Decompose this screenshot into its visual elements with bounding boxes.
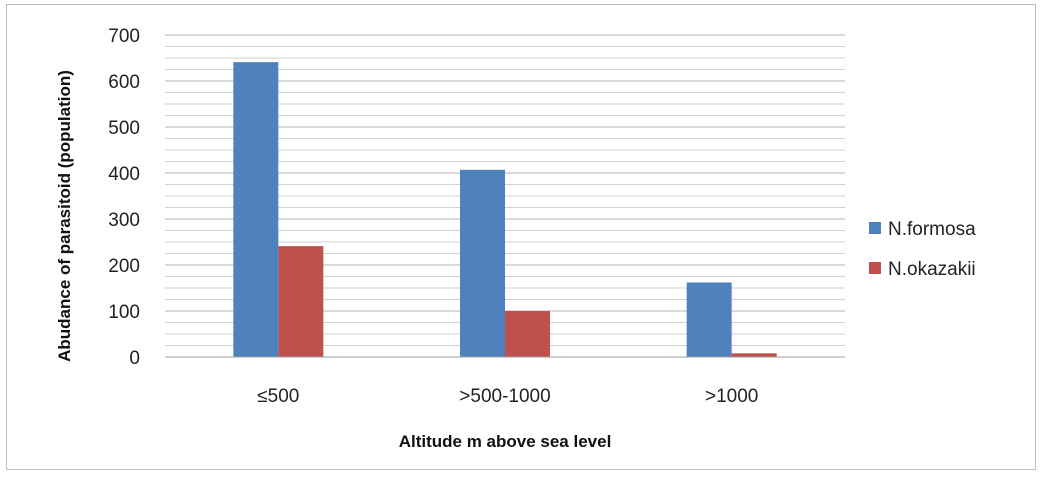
bar-n-okazakii-2 — [731, 353, 777, 357]
bar-n-formosa-1 — [460, 169, 505, 357]
chart-frame — [6, 4, 1036, 470]
legend-swatch — [869, 222, 881, 234]
legend-label: N.okazakii — [888, 259, 976, 280]
y-tick-labels: 0 100 200 300 400 500 600 700 — [108, 26, 140, 369]
legend-swatch — [869, 262, 881, 274]
bars — [233, 62, 777, 357]
x-tick-label: >1000 — [705, 386, 758, 407]
x-tick-label: ≤500 — [257, 386, 299, 407]
y-tick-label: 0 — [129, 348, 140, 369]
y-axis-title: Abudance of parasitoid (population) — [55, 70, 74, 362]
bar-n-okazakii-0 — [278, 246, 324, 357]
bar-n-okazakii-1 — [505, 311, 550, 357]
y-tick-label: 500 — [108, 118, 140, 139]
x-tick-label: >500-1000 — [459, 386, 550, 407]
legend: N.formosa N.okazakii — [869, 219, 976, 280]
x-axis-title: Altitude m above sea level — [399, 432, 612, 451]
bar-n-formosa-0 — [233, 62, 279, 357]
y-tick-label: 100 — [108, 302, 140, 323]
x-tick-labels: ≤500 >500-1000 >1000 — [257, 386, 758, 407]
y-tick-label: 300 — [108, 210, 140, 231]
y-tick-label: 200 — [108, 256, 140, 277]
y-tick-label: 700 — [108, 26, 140, 47]
legend-label: N.formosa — [888, 219, 976, 240]
y-tick-label: 600 — [108, 72, 140, 93]
y-tick-label: 400 — [108, 164, 140, 185]
bar-n-formosa-2 — [686, 282, 732, 357]
